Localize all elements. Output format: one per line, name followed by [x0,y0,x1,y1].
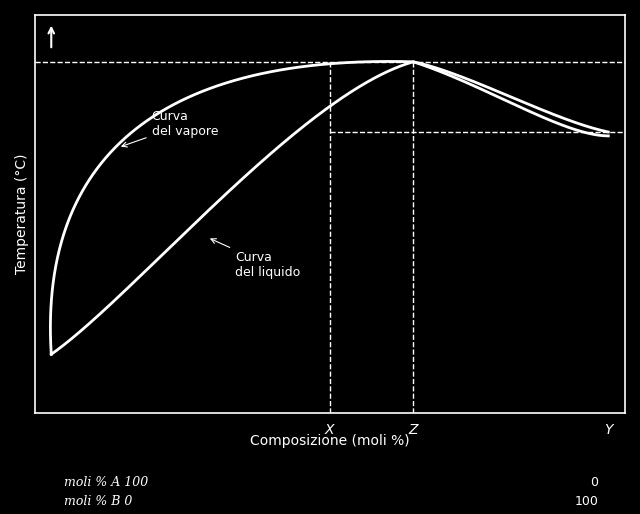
Text: Curva
del liquido: Curva del liquido [211,238,300,279]
Y-axis label: Temperatura (°C): Temperatura (°C) [15,154,29,274]
Text: Y: Y [604,423,612,436]
Text: moli % B 0: moli % B 0 [64,495,132,508]
X-axis label: Composizione (moli %): Composizione (moli %) [250,434,410,448]
Text: X: X [325,423,335,436]
Text: 0: 0 [591,476,598,489]
Text: Curva
del vapore: Curva del vapore [122,110,218,147]
Text: moli % A 100: moli % A 100 [64,476,148,489]
Text: 100: 100 [575,495,598,508]
Text: Z: Z [408,423,418,436]
